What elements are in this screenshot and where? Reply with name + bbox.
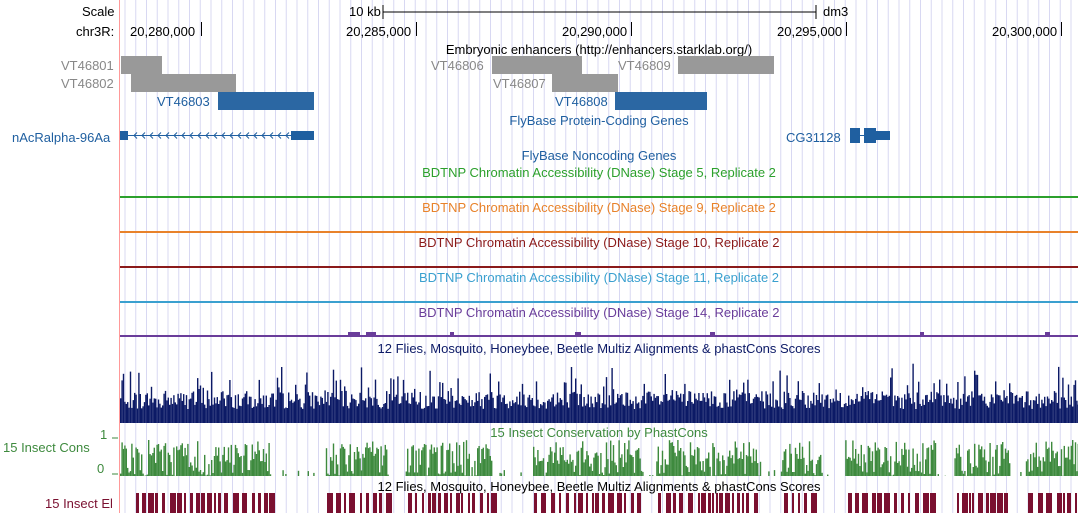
enhancer-feature[interactable] — [492, 56, 582, 74]
enhancer-label: VT46802 — [61, 76, 114, 91]
scale-bar-label: 10 kb — [349, 4, 381, 19]
left-boundary-line — [119, 0, 120, 513]
multiz-title: 12 Flies, Mosquito, Honeybee, Beetle Mul… — [377, 341, 821, 356]
dnase-stage14-signal[interactable] — [120, 326, 1078, 338]
ruler-tick — [416, 22, 417, 36]
position-label: 20,290,000 — [562, 24, 628, 39]
ruler-tick — [1061, 22, 1062, 36]
dnase-stage11-signal[interactable] — [120, 301, 1078, 303]
dnase-stage11-title: BDTNP Chromatin Accessibility (DNase) St… — [418, 270, 780, 285]
enhancer-label: VT46809 — [618, 58, 671, 73]
elements-signal[interactable] — [120, 493, 1078, 513]
enhancer-feature[interactable] — [678, 56, 774, 74]
phastcons-side-label[interactable]: 15 Insect Cons — [3, 440, 90, 455]
position-label: 20,295,000 — [777, 24, 843, 39]
dnase-stage10-title: BDTNP Chromatin Accessibility (DNase) St… — [418, 235, 780, 250]
flybase-coding-title: FlyBase Protein-Coding Genes — [509, 113, 689, 128]
dnase-stage14-title: BDTNP Chromatin Accessibility (DNase) St… — [418, 305, 780, 320]
phastcons-ymax: 1 — [100, 427, 108, 442]
elements-title: 12 Flies, Mosquito, Honeybee, Beetle Mul… — [377, 479, 821, 494]
enhancer-feature[interactable] — [552, 74, 618, 92]
enhancer-feature[interactable] — [131, 74, 236, 92]
ruler-tick — [846, 22, 847, 36]
enhancer-label: VT46803 — [157, 94, 210, 109]
phastcons-axis-ticks — [112, 437, 118, 475]
dnase-stage10-signal[interactable] — [120, 266, 1078, 268]
gene-label-nacralpha[interactable]: nAcRalpha-96Aa — [12, 130, 111, 145]
scale-bar — [382, 5, 817, 19]
elements-side-label[interactable]: 15 Insect El — [45, 496, 113, 511]
enhancer-feature[interactable] — [615, 92, 707, 110]
enhancer-label: VT46808 — [555, 94, 608, 109]
phastcons-signal[interactable] — [120, 438, 1078, 476]
enhancer-feature[interactable] — [121, 56, 162, 74]
flybase-noncoding-title[interactable]: FlyBase Noncoding Genes — [521, 148, 677, 163]
enhancer-label: VT46806 — [431, 58, 484, 73]
scale-label: Scale — [82, 4, 115, 19]
enhancer-label: VT46801 — [61, 58, 114, 73]
enhancers-track-title: Embryonic enhancers (http://enhancers.st… — [445, 42, 753, 57]
dnase-stage9-signal[interactable] — [120, 231, 1078, 233]
gene-model-cg31128[interactable] — [848, 126, 894, 146]
phastcons-ymin: 0 — [97, 461, 105, 476]
chrom-label: chr3R: — [76, 24, 115, 39]
gene-model-nacralpha[interactable] — [118, 128, 318, 144]
position-label: 20,300,000 — [992, 24, 1058, 39]
gene-label-cg31128[interactable]: CG31128 — [786, 130, 841, 145]
ruler-tick — [201, 22, 202, 36]
position-label: 20,285,000 — [346, 24, 412, 39]
phastcons-title: 15 Insect Conservation by PhastCons — [490, 425, 708, 440]
ruler-tick — [631, 22, 632, 36]
position-label: 20,280,000 — [130, 24, 196, 39]
multiz-conservation-signal[interactable] — [120, 357, 1078, 423]
dnase-stage5-title: BDTNP Chromatin Accessibility (DNase) St… — [422, 165, 776, 180]
assembly-label: dm3 — [823, 4, 849, 19]
enhancer-feature[interactable] — [218, 92, 314, 110]
dnase-stage5-signal[interactable] — [120, 196, 1078, 198]
dnase-stage9-title: BDTNP Chromatin Accessibility (DNase) St… — [422, 200, 776, 215]
enhancer-label: VT46807 — [493, 76, 546, 91]
